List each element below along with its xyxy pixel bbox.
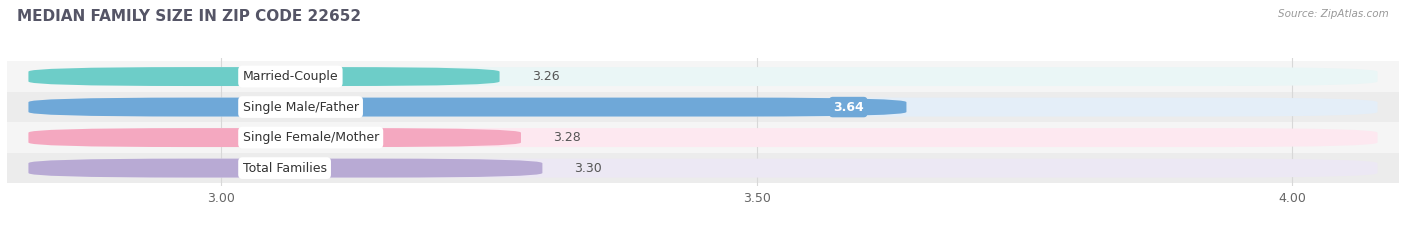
FancyBboxPatch shape — [28, 67, 1378, 86]
Text: Source: ZipAtlas.com: Source: ZipAtlas.com — [1278, 9, 1389, 19]
FancyBboxPatch shape — [7, 92, 1399, 122]
Text: Married-Couple: Married-Couple — [243, 70, 339, 83]
FancyBboxPatch shape — [28, 128, 1378, 147]
Text: 3.30: 3.30 — [575, 162, 602, 175]
FancyBboxPatch shape — [28, 159, 543, 178]
Text: Total Families: Total Families — [243, 162, 326, 175]
FancyBboxPatch shape — [28, 67, 499, 86]
Text: 3.26: 3.26 — [531, 70, 560, 83]
Text: Single Male/Father: Single Male/Father — [243, 101, 359, 113]
Text: MEDIAN FAMILY SIZE IN ZIP CODE 22652: MEDIAN FAMILY SIZE IN ZIP CODE 22652 — [17, 9, 361, 24]
FancyBboxPatch shape — [7, 61, 1399, 92]
FancyBboxPatch shape — [28, 128, 522, 147]
Text: 3.64: 3.64 — [832, 101, 863, 113]
FancyBboxPatch shape — [28, 159, 1378, 178]
Text: Single Female/Mother: Single Female/Mother — [243, 131, 378, 144]
FancyBboxPatch shape — [28, 98, 907, 116]
FancyBboxPatch shape — [28, 98, 1378, 116]
FancyBboxPatch shape — [7, 122, 1399, 153]
FancyBboxPatch shape — [7, 153, 1399, 183]
Text: 3.28: 3.28 — [553, 131, 581, 144]
